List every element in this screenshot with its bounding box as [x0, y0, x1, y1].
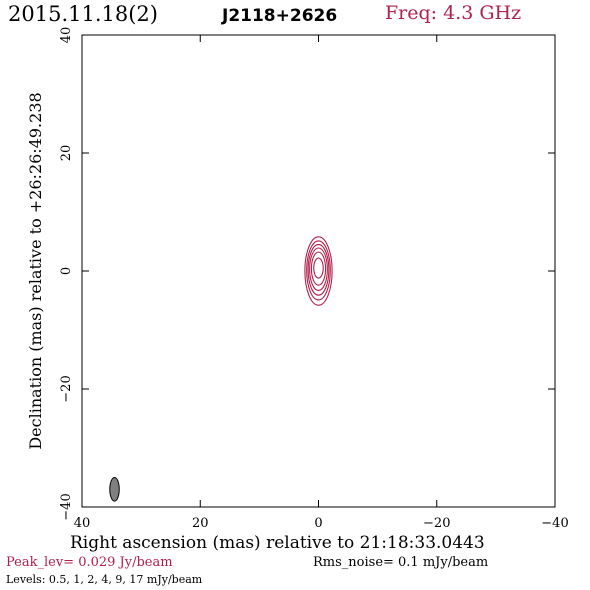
rms-noise: Rms_noise= 0.1 mJy/beam [313, 555, 489, 570]
plot-frame [81, 34, 556, 508]
contour-level [307, 243, 330, 296]
contour-level [313, 257, 324, 279]
level-value: 9, [115, 573, 126, 586]
y-axis-label: Declination (mas) relative to +26:26:49.… [26, 92, 45, 449]
levels-label: Levels: [6, 573, 46, 586]
contour-level [304, 236, 333, 306]
contour-level [306, 240, 331, 301]
x-tick-label: −40 [541, 516, 568, 531]
level-value: 4, [101, 573, 112, 586]
contour-level [310, 251, 327, 286]
x-tick-label: 20 [192, 516, 209, 531]
y-tick-label: 20 [59, 145, 74, 162]
y-tick-label: −20 [59, 375, 74, 402]
observation-date: 2015.11.18(2) [8, 2, 158, 26]
x-tick-label: 40 [74, 516, 91, 531]
level-value: 2, [87, 573, 98, 586]
levels-line: Levels: 0.5, 1, 2, 4, 9, 17 mJy/beam [6, 573, 202, 586]
y-tick-label: 40 [59, 27, 74, 44]
x-axis-label: Right ascension (mas) relative to 21:18:… [70, 533, 485, 553]
level-value: 0.5, [48, 573, 70, 586]
source-name: J2118+2626 [222, 6, 338, 26]
x-tick-label: 0 [314, 516, 322, 531]
contour-level [309, 247, 328, 292]
beam-ellipse [109, 477, 120, 502]
frequency-label: Freq: 4.3 GHz [385, 2, 522, 24]
y-tick-label: 0 [59, 267, 74, 275]
x-tick-label: −20 [423, 516, 450, 531]
level-value: 1, [73, 573, 84, 586]
peak-level: Peak_lev= 0.029 Jy/beam [6, 555, 173, 570]
level-value: 17 mJy/beam [129, 573, 203, 586]
y-tick-label: −40 [59, 493, 74, 520]
